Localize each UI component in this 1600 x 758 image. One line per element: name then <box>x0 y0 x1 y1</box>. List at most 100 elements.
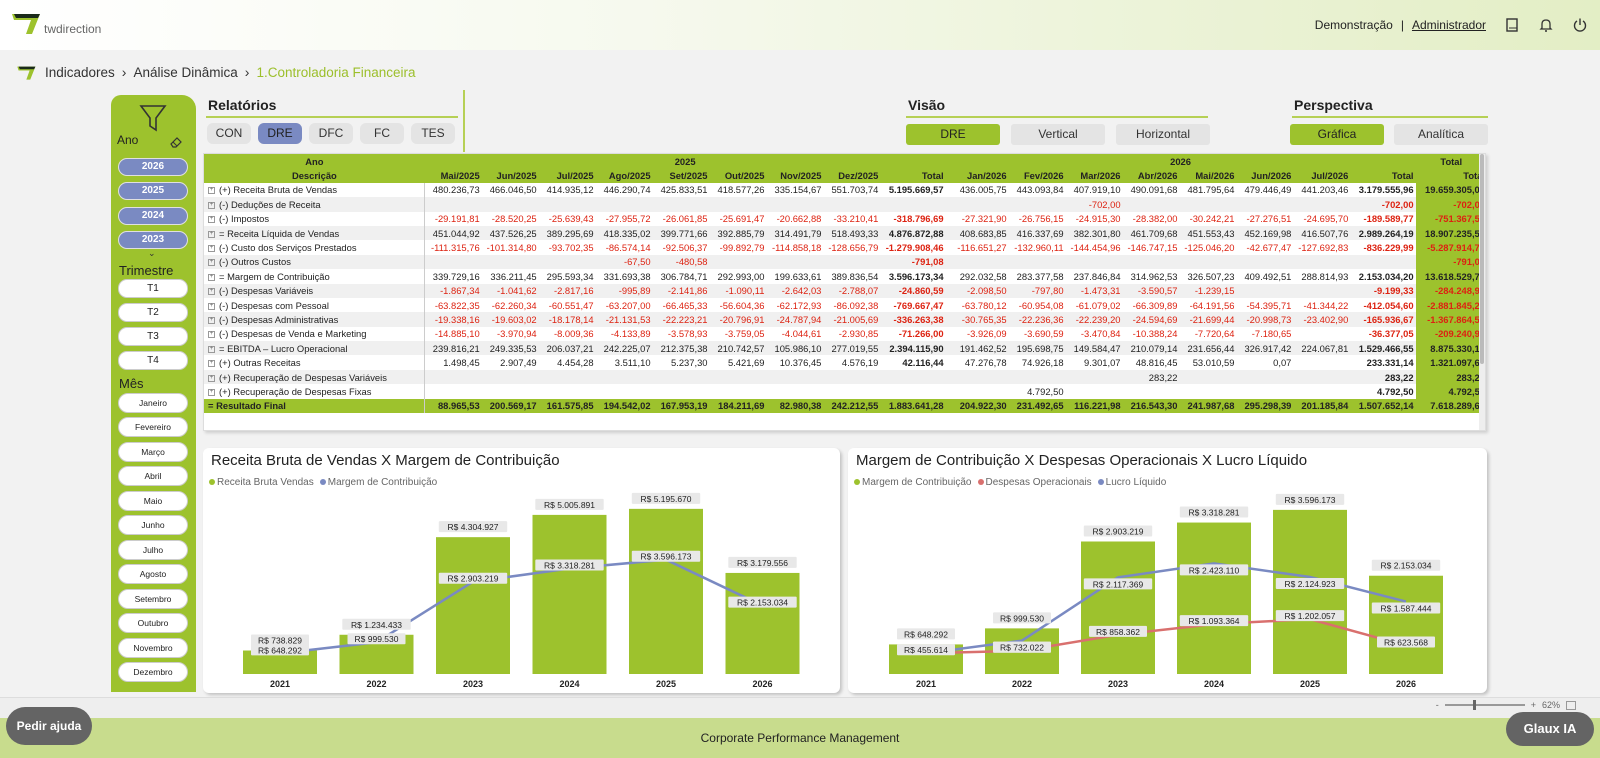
table-row[interactable]: + (+) Outras Receitas 1.498,45 2.907,49 4.45… <box>204 355 1485 370</box>
power-icon[interactable] <box>1572 17 1588 33</box>
fit-page-icon[interactable] <box>1566 700 1576 710</box>
mes-novembro-button[interactable]: Novembro <box>118 638 188 658</box>
visao-dre-button[interactable]: DRE <box>906 124 1000 145</box>
year-2026-button[interactable]: 2026 <box>118 158 188 176</box>
legend-item[interactable]: Lucro Líquido <box>1097 477 1166 488</box>
column-header[interactable]: Total <box>1415 168 1485 183</box>
column-header[interactable]: Total <box>1350 168 1416 183</box>
column-header[interactable]: Jan/2026 <box>945 168 1009 183</box>
column-header[interactable]: Fev/2026 <box>1008 168 1066 183</box>
expand-icon[interactable]: + <box>208 216 215 224</box>
table-row[interactable]: + (-) Despesas Administrativas -19.338,16-… <box>204 312 1485 327</box>
header-descricao[interactable]: Descrição <box>204 168 425 183</box>
trimestre-t3-button[interactable]: T3 <box>118 327 188 346</box>
chevron-down-icon[interactable]: ⌄ <box>148 248 156 258</box>
demo-label[interactable]: Demonstração <box>1314 18 1393 32</box>
trimestre-t2-button[interactable]: T2 <box>118 303 188 322</box>
relatorio-dre-button[interactable]: DRE <box>258 123 302 144</box>
column-header[interactable]: Mar/2026 <box>1065 168 1123 183</box>
legend-item[interactable]: Receita Bruta Vendas <box>209 477 314 488</box>
column-header[interactable]: Out/2025 <box>709 168 767 183</box>
relatorio-fc-button[interactable]: FC <box>360 123 404 144</box>
breadcrumb-indicadores[interactable]: Indicadores <box>45 64 115 80</box>
trimestre-t1-button[interactable]: T1 <box>118 279 188 298</box>
column-header[interactable]: Dez/2025 <box>823 168 881 183</box>
legend-item[interactable]: Margem de Contribuição <box>854 477 972 488</box>
expand-icon[interactable]: + <box>208 187 215 195</box>
legend-item[interactable]: Margem de Contribuição <box>319 477 437 488</box>
relatorio-con-button[interactable]: CON <box>207 123 251 144</box>
zoom-control[interactable]: - + 62% <box>1436 700 1576 710</box>
column-header[interactable]: Jul/2026 <box>1293 168 1351 183</box>
year-2025-button[interactable]: 2025 <box>118 182 188 200</box>
table-row[interactable]: + (-) Despesas de Venda e Marketing -14.88… <box>204 326 1485 342</box>
table-row[interactable]: + (-) Deduções de Receita -702,00 -702,00 -7… <box>204 197 1485 212</box>
zoom-in-button[interactable]: + <box>1530 700 1536 710</box>
expand-icon[interactable]: + <box>208 245 215 253</box>
mes-setembro-button[interactable]: Setembro <box>118 589 188 609</box>
expand-icon[interactable]: + <box>208 374 215 382</box>
table-row[interactable]: + = Margem de Contribuição 339.729,16 336.2… <box>204 269 1485 284</box>
column-header[interactable]: Jun/2025 <box>481 168 539 183</box>
eraser-icon[interactable] <box>169 135 183 149</box>
legend-item[interactable]: Despesas Operacionais <box>977 477 1092 488</box>
mes-marco-button[interactable]: Março <box>118 442 188 462</box>
perspectiva-grafica-button[interactable]: Gráfica <box>1290 124 1384 145</box>
mes-abril-button[interactable]: Abril <box>118 466 188 486</box>
table-row[interactable]: + (-) Despesas Variáveis -1.867,34 -1.041,6… <box>204 283 1485 298</box>
expand-icon[interactable]: + <box>208 201 215 209</box>
expand-icon[interactable]: + <box>208 388 215 396</box>
column-header[interactable]: Total <box>880 168 946 183</box>
expand-icon[interactable]: + <box>208 230 215 238</box>
expand-icon[interactable]: + <box>208 360 215 368</box>
mes-janeiro-button[interactable]: Janeiro <box>118 393 188 413</box>
user-link[interactable]: Administrador <box>1411 18 1486 32</box>
column-header[interactable]: Mai/2025 <box>424 168 482 183</box>
column-header[interactable]: Nov/2025 <box>766 168 824 183</box>
table-row[interactable]: + = EBITDA – Lucro Operacional 239.816,21 2… <box>204 341 1485 356</box>
perspectiva-analitica-button[interactable]: Analítica <box>1394 124 1488 145</box>
table-row-final[interactable]: = Resultado Final 88.965,53 200.569,17 161.… <box>204 398 1485 414</box>
zoom-slider[interactable] <box>1444 700 1525 710</box>
column-header[interactable]: Set/2025 <box>652 168 710 183</box>
expand-icon[interactable]: + <box>208 288 215 296</box>
table-row[interactable]: + (-) Despesas com Pessoal -63.822,35 -62.2… <box>204 297 1485 313</box>
mes-agosto-button[interactable]: Agosto <box>118 564 188 584</box>
table-row[interactable]: + (-) Custo dos Serviços Prestados -111.31… <box>204 240 1485 255</box>
column-header[interactable]: Mai/2026 <box>1179 168 1237 183</box>
table-scrollbar[interactable] <box>1479 154 1485 430</box>
expand-icon[interactable]: + <box>208 317 215 324</box>
column-header[interactable]: Ago/2025 <box>595 168 653 183</box>
table-row[interactable]: + (+) Recuperação de Despesas Fixas 4.792,… <box>204 384 1485 399</box>
table-row[interactable]: + = Receita Líquida de Vendas 451.044,92 43… <box>204 225 1485 241</box>
mes-outubro-button[interactable]: Outubro <box>118 613 188 633</box>
zoom-out-button[interactable]: - <box>1435 700 1439 710</box>
table-row[interactable]: + (-) Impostos -29.191,81 -28.520,25 -25.639… <box>204 211 1485 226</box>
year-2023-button[interactable]: 2023 <box>118 231 188 249</box>
year-2024-button[interactable]: 2024 <box>118 207 188 225</box>
mes-julho-button[interactable]: Julho <box>118 540 188 560</box>
table-row[interactable]: + (+) Recuperação de Despesas Variáveis 28… <box>204 369 1485 385</box>
expand-icon[interactable]: + <box>208 331 215 339</box>
mes-maio-button[interactable]: Maio <box>118 491 188 511</box>
expand-icon[interactable]: + <box>208 259 215 267</box>
mes-fevereiro-button[interactable]: Fevereiro <box>118 417 188 437</box>
visao-horizontal-button[interactable]: Horizontal <box>1116 124 1210 145</box>
column-header[interactable]: Jul/2025 <box>538 168 596 183</box>
mes-junho-button[interactable]: Junho <box>118 515 188 535</box>
bell-icon[interactable] <box>1538 17 1554 33</box>
breadcrumb-analise[interactable]: Análise Dinâmica <box>133 64 238 80</box>
relatorio-tes-button[interactable]: TES <box>411 123 455 144</box>
visao-vertical-button[interactable]: Vertical <box>1011 124 1105 145</box>
table-row[interactable]: + (+) Receita Bruta de Vendas 480.236,73 46… <box>204 182 1485 198</box>
glaux-ia-button[interactable]: Glaux IA <box>1506 712 1594 746</box>
table-row[interactable]: + (-) Outros Custos -67,50 -480,58 -791,08 -7… <box>204 254 1485 270</box>
expand-icon[interactable]: + <box>208 302 215 310</box>
expand-icon[interactable]: + <box>208 345 215 353</box>
relatorio-dfc-button[interactable]: DFC <box>309 123 353 144</box>
trimestre-t4-button[interactable]: T4 <box>118 351 188 370</box>
help-button[interactable]: Pedir ajuda <box>6 707 92 745</box>
column-header[interactable]: Jun/2026 <box>1236 168 1294 183</box>
mes-dezembro-button[interactable]: Dezembro <box>118 662 188 682</box>
expand-icon[interactable]: + <box>208 273 215 281</box>
